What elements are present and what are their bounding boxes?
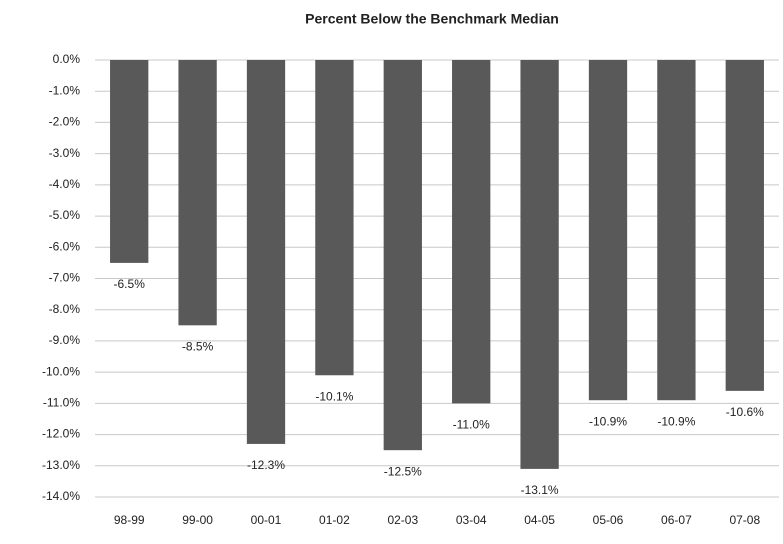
y-tick-label: -4.0% [49,177,81,191]
y-tick-label: -5.0% [49,208,81,222]
bar [178,60,217,326]
bar [588,60,628,401]
x-tick-label: 07-08 [729,513,760,527]
bar [520,60,559,469]
data-label: -13.1% [521,483,559,497]
bar [246,60,286,444]
bar [725,60,764,391]
y-tick-label: 0.0% [53,52,81,66]
x-tick-label: 00-01 [251,513,282,527]
bar [110,60,149,263]
y-tick-label: -12.0% [42,427,80,441]
bar [657,60,696,401]
x-tick-label: 04-05 [524,513,555,527]
y-tick-label: -7.0% [49,271,81,285]
y-tick-label: -8.0% [49,302,81,316]
bar [315,60,354,376]
data-label: -10.9% [589,414,627,428]
x-tick-label: 01-02 [319,513,350,527]
data-label: -12.3% [247,458,285,472]
data-label: -11.0% [453,418,490,432]
x-tick-label: 02-03 [387,513,418,527]
x-tick-label: 03-04 [456,513,487,527]
y-tick-label: -2.0% [49,115,81,129]
x-tick-label: 05-06 [593,513,624,527]
bar [383,60,422,451]
x-tick-label: 99-00 [182,513,213,527]
chart-title: Percent Below the Benchmark Median [305,11,559,27]
data-label: -10.1% [315,389,353,403]
y-tick-label: -13.0% [42,458,80,472]
x-tick-label: 06-07 [661,513,692,527]
y-tick-label: -3.0% [49,146,81,160]
y-tick-label: -11.0% [43,396,80,410]
y-tick-label: -10.0% [42,364,80,378]
y-tick-label: -1.0% [49,83,81,97]
x-tick-label: 98-99 [114,513,145,527]
bar [452,60,491,404]
data-label: -12.5% [384,464,422,478]
data-label: -6.5% [114,277,146,291]
y-tick-label: -6.0% [49,239,81,253]
y-tick-label: -14.0% [42,489,80,503]
data-label: -10.9% [657,414,695,428]
y-tick-label: -9.0% [49,333,81,347]
data-label: -8.5% [182,339,214,353]
data-label: -10.6% [726,405,764,419]
